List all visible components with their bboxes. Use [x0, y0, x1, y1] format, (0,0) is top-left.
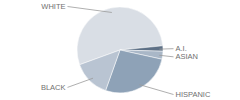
- svg-text:ASIAN: ASIAN: [176, 52, 199, 61]
- svg-text:BLACK: BLACK: [41, 83, 66, 92]
- svg-text:WHITE: WHITE: [41, 2, 65, 11]
- svg-text:A.I.: A.I.: [175, 44, 187, 54]
- svg-text:HISPANIC: HISPANIC: [176, 90, 211, 99]
